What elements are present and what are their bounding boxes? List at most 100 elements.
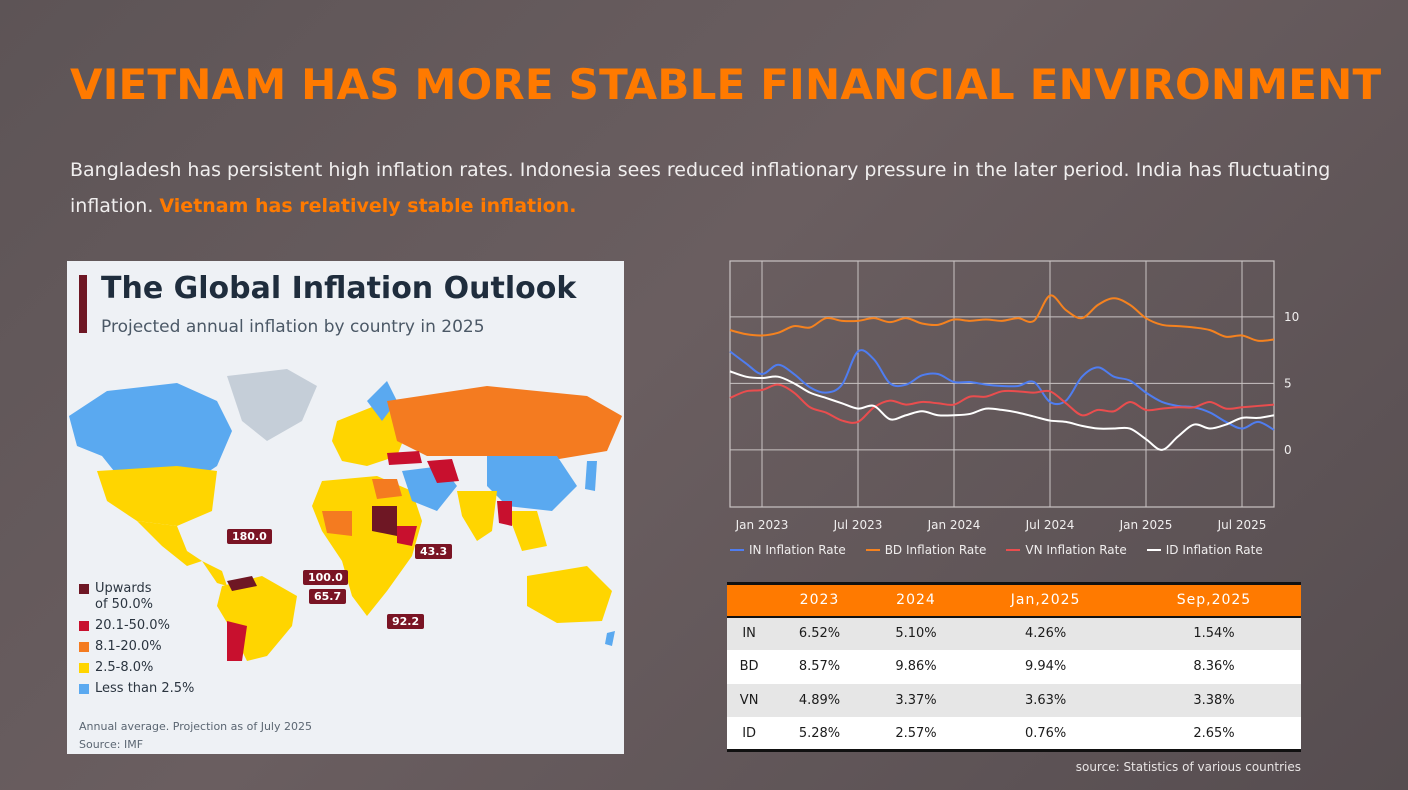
myanmar-region (497, 501, 512, 526)
map-title: The Global Inflation Outlook (101, 271, 577, 306)
table-cell: 6.52% (771, 616, 868, 650)
y-tick-label: 5 (1284, 376, 1292, 390)
table-cell: 4.26% (964, 616, 1127, 650)
table-cell: 0.76% (964, 717, 1127, 751)
legend-label-vn: VN Inflation Rate (1025, 543, 1127, 557)
sudan-region (372, 506, 397, 536)
legend-label-bd: BD Inflation Rate (884, 543, 987, 557)
x-tick-label: Jan 2024 (927, 518, 981, 532)
china-region (487, 456, 577, 511)
series-line-vn (729, 383, 1275, 424)
legend-label: Upwards of 50.0% (95, 581, 153, 612)
legend-swatch (79, 684, 89, 694)
mexico-region (137, 521, 202, 566)
legend-label-in: IN Inflation Rate (749, 543, 846, 557)
inflation-line-chart: Jan 2023 Jul 2023 Jan 2024 Jul 2024 Jan 2025… (729, 260, 1299, 532)
x-tick-label: Jan 2025 (1119, 518, 1173, 532)
table-cell: 3.37% (867, 683, 965, 717)
argentina-region (227, 621, 247, 661)
map-note-text: Annual average. Projection as of July 20… (79, 720, 312, 733)
legend-item-2-8: 2.5-8.0% (79, 660, 194, 676)
x-tick-label: Jul 2024 (1025, 518, 1075, 532)
world-map (69, 369, 622, 661)
legend-swatch (79, 621, 89, 631)
subtitle-highlight: Vietnam has relatively stable inflation. (159, 195, 577, 217)
legend-line-swatch (1006, 549, 1021, 551)
table-cell: 2.57% (867, 717, 965, 751)
table-header-row: 2023 2024 Jan,2025 Sep,2025 (727, 583, 1301, 618)
table-cell: 8.36% (1126, 650, 1301, 684)
legend-item-20-50: 20.1-50.0% (79, 618, 194, 634)
table-cell: 3.38% (1126, 683, 1301, 717)
iran-region (427, 459, 459, 483)
callout-west-africa: 100.0 (303, 570, 348, 585)
chart-legend: IN Inflation Rate BD Inflation Rate VN I… (730, 543, 1263, 557)
page-title: VIETNAM HAS MORE STABLE FINANCIAL ENVIRO… (70, 60, 1382, 109)
map-footnote: Annual average. Projection as of July 20… (79, 718, 312, 754)
central-america-region (202, 561, 227, 586)
legend-label: 2.5-8.0% (95, 660, 154, 675)
legend-item-less-2-5: Less than 2.5% (79, 681, 194, 697)
russia-region (387, 386, 622, 461)
legend-item-8-20: 8.1-20.0% (79, 639, 194, 655)
table-cell: 5.28% (771, 717, 868, 751)
y-tick-label: 10 (1284, 310, 1299, 324)
table-cell: 9.86% (867, 650, 965, 684)
map-title-accent-bar (79, 275, 87, 333)
legend-item-bd: BD Inflation Rate (865, 543, 987, 557)
table-header-cell: Jan,2025 (964, 583, 1127, 618)
usa-region (97, 466, 217, 526)
legend-item-upwards-50: Upwards of 50.0% (79, 581, 194, 613)
table-row: VN 4.89% 3.37% 3.63% 3.38% (727, 683, 1301, 717)
callout-south-sudan: 65.7 (309, 589, 347, 604)
y-tick-label: 0 (1284, 443, 1292, 457)
table-header-cell (727, 583, 772, 618)
venezuela-region (227, 576, 257, 591)
inflation-map-infographic: The Global Inflation Outlook Projected a… (67, 261, 624, 754)
table-cell: VN (727, 683, 772, 717)
table-header-cell: Sep,2025 (1126, 583, 1301, 618)
legend-label: 8.1-20.0% (95, 639, 162, 654)
series-line-id (729, 370, 1275, 451)
subtitle-text: Bangladesh has persistent high inflation… (70, 159, 1331, 217)
legend-label: Less than 2.5% (95, 681, 195, 696)
page-subtitle: Bangladesh has persistent high inflation… (70, 152, 1350, 224)
callout-venezuela: 180.0 (227, 529, 272, 544)
legend-item-id: ID Inflation Rate (1146, 543, 1263, 557)
legend-label-id: ID Inflation Rate (1165, 543, 1263, 557)
table-cell: 4.89% (771, 683, 868, 717)
table-header-cell: 2024 (867, 583, 965, 618)
source-note: source: Statistics of various countries (1075, 760, 1301, 774)
series-line-bd (729, 294, 1275, 342)
west-africa-region (322, 511, 352, 536)
callout-zimbabwe: 92.2 (387, 614, 425, 629)
legend-item-vn: VN Inflation Rate (1006, 543, 1127, 557)
legend-label: 20.1-50.0% (95, 618, 170, 633)
legend-line-swatch (730, 549, 744, 551)
x-tick-label: Jul 2025 (1217, 518, 1267, 532)
table-row: BD 8.57% 9.86% 9.94% 8.36% (727, 650, 1301, 684)
table-header-cell: 2023 (771, 583, 868, 618)
ethiopia-region (397, 526, 417, 546)
map-legend: Upwards of 50.0% 20.1-50.0% 8.1-20.0% 2.… (79, 581, 194, 702)
turkey-region (387, 451, 422, 465)
table-cell: 5.10% (867, 616, 965, 650)
egypt-region (372, 479, 402, 499)
southeast-asia-region (507, 511, 547, 551)
table-cell: 3.63% (964, 683, 1127, 717)
legend-item-in: IN Inflation Rate (730, 543, 846, 557)
callout-iran: 43.3 (415, 544, 453, 559)
legend-line-swatch (865, 549, 880, 551)
europe-region (332, 401, 407, 466)
greenland-region (227, 369, 317, 441)
legend-swatch (79, 642, 89, 652)
table-row: IN 6.52% 5.10% 4.26% 1.54% (727, 616, 1301, 650)
legend-swatch (79, 584, 89, 594)
table-cell: 2.65% (1126, 717, 1301, 751)
legend-swatch (79, 663, 89, 673)
map-source-text: Source: IMF (79, 738, 144, 751)
plot-frame (729, 260, 1275, 508)
table-cell: 1.54% (1126, 616, 1301, 650)
series-line-in (729, 349, 1275, 431)
table-cell: BD (727, 650, 772, 684)
